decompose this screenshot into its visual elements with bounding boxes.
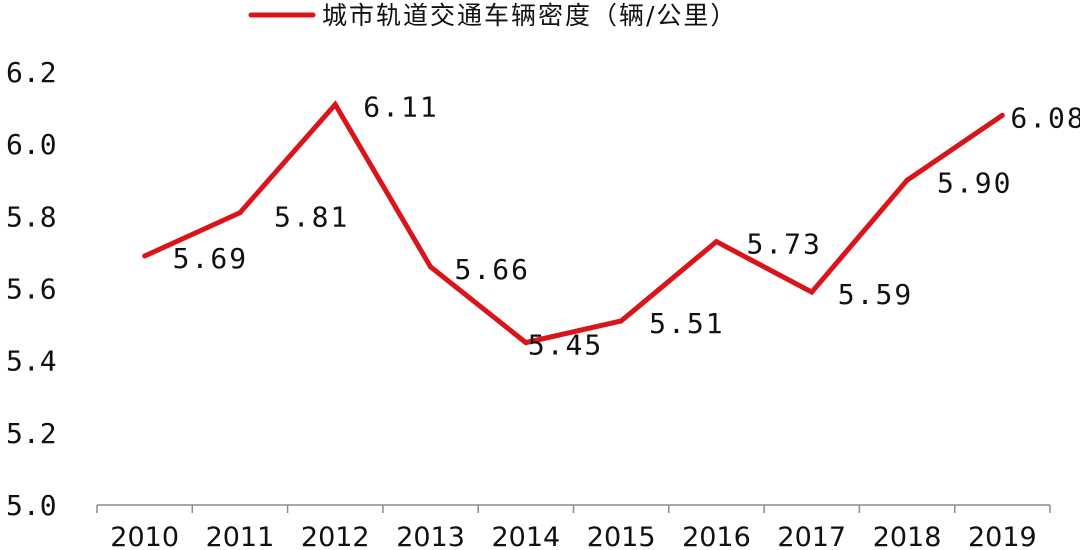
x-axis: 2010 2011 2012 2013 2014 2015 2016 2017 2018 2019 [96, 504, 1051, 550]
data-point [999, 112, 1005, 118]
y-tick-label: 5.6 [6, 273, 57, 306]
data-label: 5.81 [274, 201, 349, 234]
data-point [142, 253, 148, 259]
data-point [904, 177, 910, 183]
y-axis: 5.0 5.2 5.4 5.6 5.8 6.0 6.2 [6, 56, 57, 522]
data-point [428, 264, 434, 270]
data-label: 6.11 [363, 90, 438, 123]
x-tick-label: 2016 [682, 522, 751, 550]
y-tick-label: 5.2 [6, 417, 57, 450]
x-tick-label: 2015 [587, 522, 656, 550]
data-label: 5.59 [838, 278, 913, 311]
data-point [618, 318, 624, 324]
x-tick-label: 2019 [968, 522, 1037, 550]
x-tick-label: 2010 [110, 522, 179, 550]
legend: 城市轨道交通车辆密度（辆/公里） [248, 1, 737, 30]
series-line [143, 100, 1004, 346]
data-point [713, 239, 719, 245]
x-tick-label: 2017 [777, 522, 846, 550]
data-label: 5.45 [528, 329, 603, 362]
data-label: 5.51 [649, 307, 724, 340]
x-tick-label: 2018 [873, 522, 942, 550]
data-point [809, 289, 815, 295]
legend-label: 城市轨道交通车辆密度（辆/公里） [322, 1, 737, 30]
data-point [237, 210, 243, 216]
y-tick-label: 5.8 [6, 200, 57, 233]
y-tick-label: 5.0 [6, 489, 57, 522]
x-tick-label: 2014 [491, 522, 560, 550]
data-point [523, 340, 529, 346]
y-tick-label: 5.4 [6, 345, 57, 378]
x-tick-label: 2012 [301, 522, 370, 550]
data-label: 6.08 [1010, 101, 1080, 134]
data-label: 5.69 [173, 242, 248, 275]
data-label: 5.90 [937, 166, 1012, 199]
series-layer [142, 100, 1005, 346]
x-tick-label: 2011 [206, 522, 275, 550]
data-labels: 5.69 5.81 6.11 5.66 5.45 5.51 5.73 5.59 5.90 6.08 [173, 90, 1080, 361]
x-tick-label: 2013 [396, 522, 465, 550]
y-tick-label: 6.2 [6, 56, 57, 89]
data-label: 5.73 [746, 228, 821, 261]
data-label: 5.66 [455, 253, 530, 286]
data-point [332, 101, 338, 107]
y-tick-label: 6.0 [6, 128, 57, 161]
